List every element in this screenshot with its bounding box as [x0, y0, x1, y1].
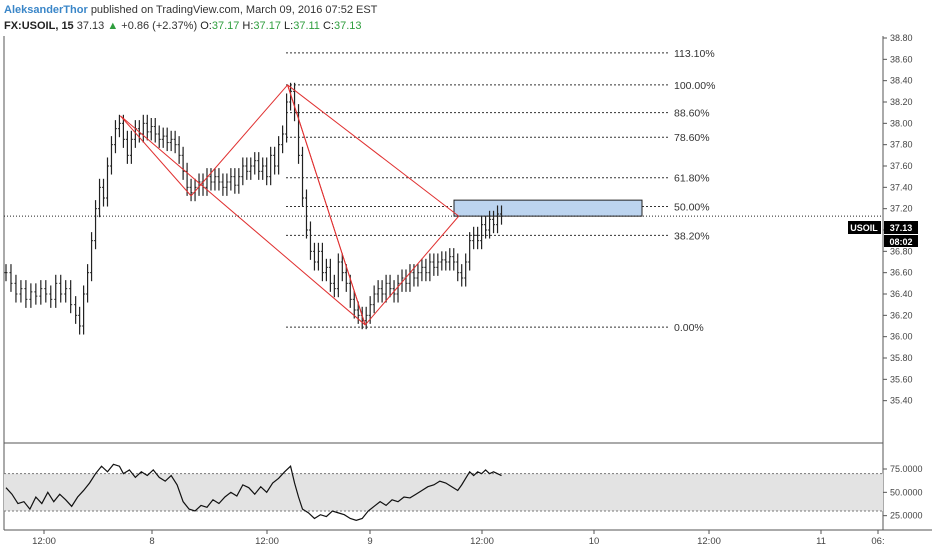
fib-level-label: 78.60%: [674, 132, 710, 144]
time-tick-label: 06:: [871, 536, 884, 547]
fib-level-label: 61.80%: [674, 173, 710, 185]
change-value: +0.86 (+2.37%): [121, 20, 198, 32]
harmonic-pattern[interactable]: [120, 84, 460, 326]
close-label: C:: [322, 20, 334, 32]
price-tick-label: 36.00: [890, 332, 913, 342]
oscillator-line: [5, 463, 502, 521]
price-tick-label: 37.20: [890, 204, 913, 214]
price-tick-label: 35.40: [890, 396, 913, 406]
last-price: 37.13: [76, 20, 105, 32]
close-value: 37.13: [333, 20, 362, 32]
time-tick-label: 12:00: [697, 536, 721, 547]
low-label: L:: [284, 20, 294, 32]
target-zone-box: [453, 199, 643, 217]
price-bars: [4, 82, 504, 335]
price-tick-label: 38.00: [890, 118, 913, 128]
high-label: H:: [242, 20, 254, 32]
last-price-tag-text: 37.13: [890, 223, 913, 233]
price-tick-label: 36.20: [890, 310, 913, 320]
fib-level-label: 100.00%: [674, 80, 715, 92]
oscillator-pane[interactable]: 75.0000 50.0000 25.0000: [4, 463, 923, 521]
price-tick-label: 38.20: [890, 97, 913, 107]
fib-level-label: 113.10%: [674, 48, 715, 60]
fib-level-label: 0.00%: [674, 322, 704, 334]
time-tick-label: 11: [816, 536, 826, 547]
time-tick-label: 9: [367, 536, 372, 547]
price-tick-label: 38.80: [890, 33, 913, 43]
pattern-leg: [287, 84, 366, 326]
fib-level-label: 88.60%: [674, 108, 710, 120]
ohlc-line: FX:USOIL, 15 37.13 ▲ +0.86 (+2.37%) O:37…: [4, 18, 377, 34]
price-tick-label: 36.80: [890, 246, 913, 256]
price-tick-label: 37.40: [890, 182, 913, 192]
time-axis[interactable]: 12:00 8 12:00 9 12:00 10 12:00 11 06:: [32, 530, 885, 547]
fibonacci-retracement[interactable]: 113.10% 100.00% 88.60% 78.60% 61.80% 50.00% 38…: [286, 48, 715, 334]
pattern-leg: [120, 115, 366, 326]
up-arrow-icon: ▲: [107, 20, 119, 32]
publish-line: AleksanderThor published on TradingView.…: [4, 2, 377, 18]
target-zone[interactable]: [453, 199, 643, 217]
fib-level-label: 38.20%: [674, 230, 710, 242]
high-value: 37.17: [253, 20, 281, 32]
chart-header: AleksanderThor published on TradingView.…: [4, 2, 377, 34]
price-tick-label: 35.60: [890, 374, 913, 384]
pattern-leg: [364, 215, 460, 326]
oscillator-tick-label: 25.0000: [890, 511, 923, 521]
last-price-tag: [884, 221, 918, 234]
time-tick-label: 10: [589, 536, 600, 547]
pattern-leg: [120, 115, 192, 197]
open-label: O:: [200, 20, 212, 32]
chart-frame: [3, 36, 932, 531]
price-tick-label: 35.80: [890, 353, 913, 363]
time-tick-label: 12:00: [255, 536, 279, 547]
symbol-tag: [848, 221, 881, 234]
time-tick-label: 12:00: [470, 536, 494, 547]
price-tick-label: 36.60: [890, 268, 913, 278]
symbol-label[interactable]: FX:USOIL, 15: [4, 20, 74, 32]
pattern-leg: [287, 84, 460, 217]
bar-timer-tag: [884, 235, 918, 247]
symbol-tag-text: USOIL: [850, 223, 878, 233]
pattern-leg: [190, 84, 288, 197]
oscillator-tick-label: 75.0000: [890, 464, 923, 474]
time-tick-label: 12:00: [32, 536, 56, 547]
oscillator-band: [4, 473, 883, 511]
price-axis[interactable]: 38.80 38.60 38.40 38.20 38.00 37.80 37.60 37.40…: [883, 33, 913, 406]
fib-level-label: 50.00%: [674, 202, 710, 214]
author-link[interactable]: AleksanderThor: [4, 4, 88, 16]
price-tick-label: 37.80: [890, 140, 913, 150]
price-tick-label: 38.40: [890, 76, 913, 86]
bar-timer-text: 08:02: [889, 237, 912, 247]
open-value: 37.17: [211, 20, 240, 32]
time-tick-label: 8: [149, 536, 154, 547]
published-text: published on TradingView.com, March 09, …: [90, 4, 378, 16]
price-tag: USOIL 37.13 08:02: [848, 221, 918, 247]
oscillator-tick-label: 50.0000: [890, 487, 923, 497]
low-value: 37.11: [293, 20, 320, 32]
price-tick-label: 37.60: [890, 161, 913, 171]
price-tick-label: 38.60: [890, 54, 913, 64]
price-tick-label: 36.40: [890, 289, 913, 299]
